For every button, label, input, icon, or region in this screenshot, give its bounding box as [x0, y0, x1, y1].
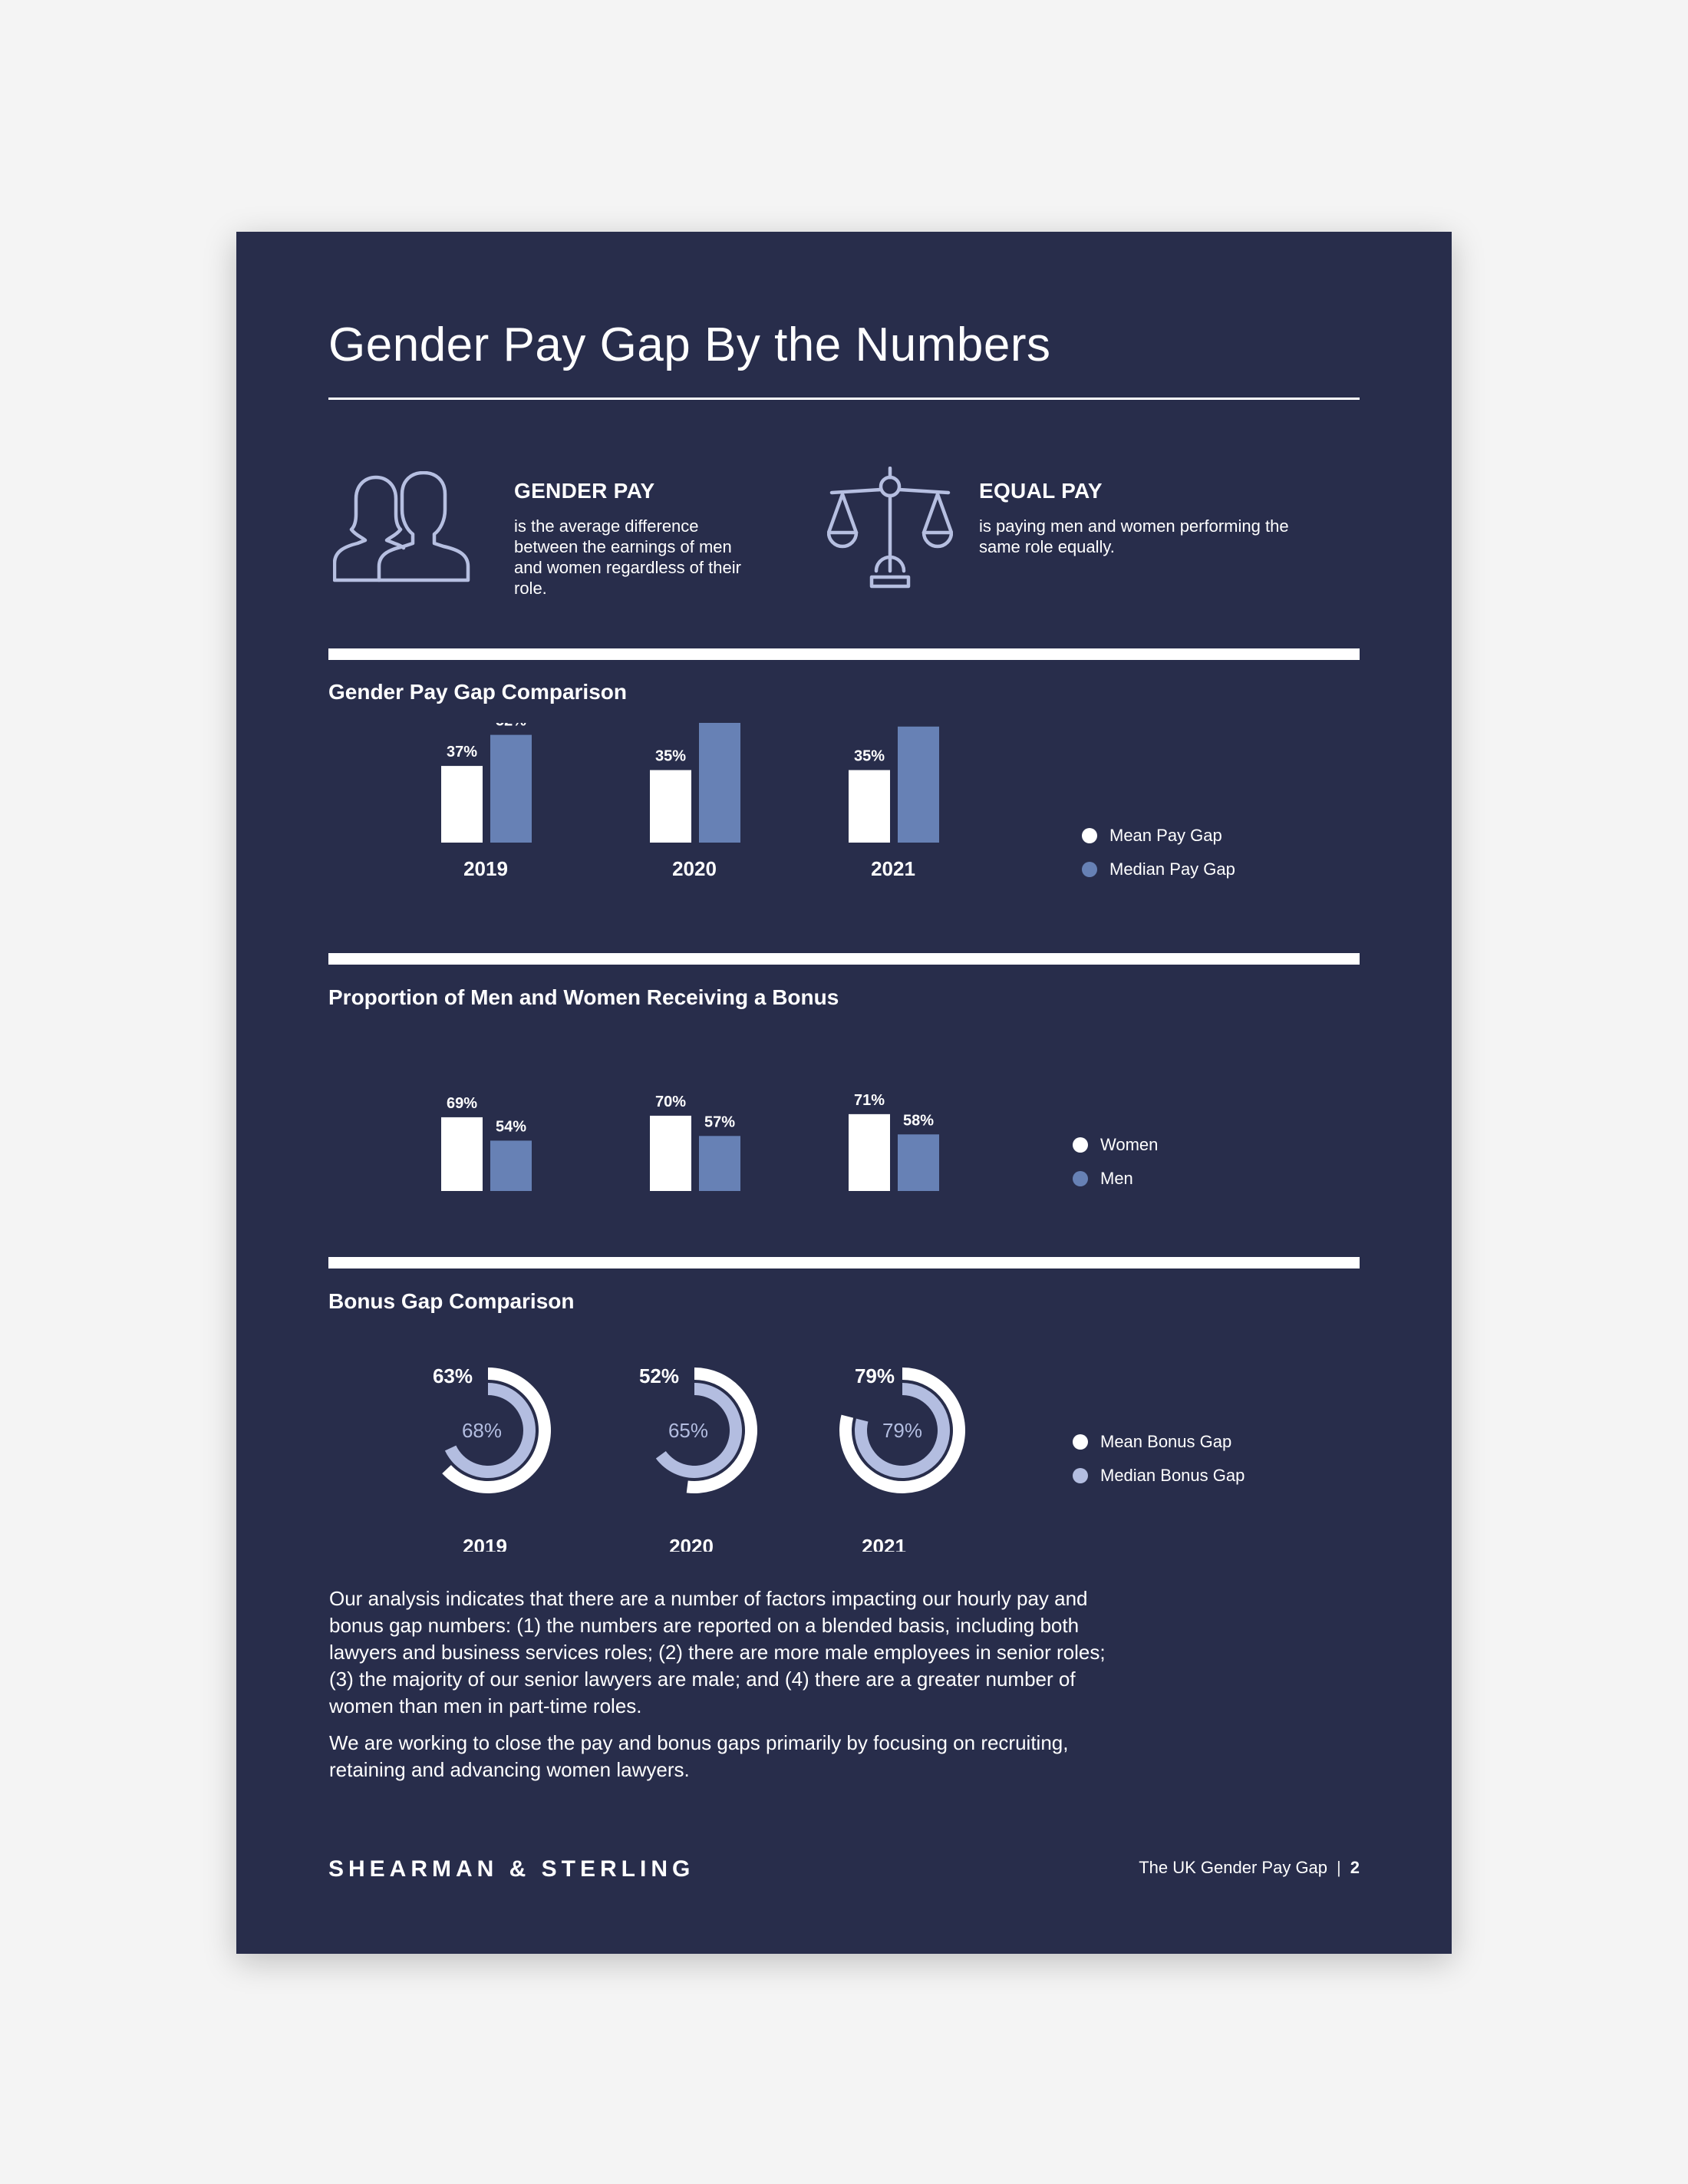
inner-value-label: 68%: [462, 1419, 502, 1442]
report-page: Gender Pay Gap By the Numbers GENDER PAY…: [236, 232, 1452, 1954]
bar-men-2021: [898, 1134, 939, 1191]
legend-mean-bonus-gap: Mean Bonus Gap: [1073, 1430, 1245, 1453]
gender-pay-heading: GENDER PAY: [514, 479, 655, 503]
section-divider: [328, 1257, 1360, 1269]
equal-pay-heading: EQUAL PAY: [979, 479, 1103, 503]
bar-women-2021: [849, 1113, 890, 1191]
year-label: 2019: [463, 857, 508, 876]
title-divider: [328, 398, 1360, 400]
legend-label: Median Pay Gap: [1109, 859, 1235, 879]
bar-mean-pay-gap-2021: [849, 770, 890, 843]
outer-value-label: 63%: [433, 1364, 473, 1387]
data-label: 54%: [496, 1118, 526, 1135]
data-label: 70%: [655, 1094, 686, 1110]
scales-icon: [826, 466, 954, 592]
bar-men-2020: [699, 1136, 740, 1191]
year-label: 2020: [672, 857, 717, 876]
data-label: 58%: [903, 1112, 934, 1129]
legend-men: Men: [1073, 1167, 1158, 1190]
bonus-gap-chart: 63% 68% 2019 52% 65% 2020 79% 79% 2021: [433, 1364, 965, 1552]
legend-median-bonus-gap: Median Bonus Gap: [1073, 1464, 1245, 1487]
legend-label: Mean Bonus Gap: [1100, 1432, 1232, 1451]
data-label: 35%: [854, 748, 885, 765]
data-label: 35%: [655, 748, 686, 765]
data-label: 69%: [447, 1095, 477, 1112]
legend-swatch-blue: [1082, 862, 1097, 877]
legend-women: Women: [1073, 1133, 1158, 1156]
legend-median-pay-gap: Median Pay Gap: [1082, 858, 1235, 881]
people-icon: [332, 470, 486, 586]
legend-swatch-lavender: [1073, 1468, 1088, 1483]
legend-mean-pay-gap: Mean Pay Gap: [1082, 824, 1235, 847]
pay-gap-section-title: Gender Pay Gap Comparison: [328, 680, 627, 704]
footer-doc-title: The UK Gender Pay Gap: [1139, 1858, 1328, 1877]
bonus-proportion-legend: Women Men: [1073, 1133, 1158, 1190]
legend-swatch-blue: [1073, 1171, 1088, 1186]
bonus-gap-section-title: Bonus Gap Comparison: [328, 1289, 575, 1313]
analysis-paragraph: Our analysis indicates that there are a …: [329, 1587, 1106, 1717]
section-divider: [328, 648, 1360, 660]
bar-men-2019: [490, 1140, 532, 1191]
legend-label: Median Bonus Gap: [1100, 1466, 1245, 1485]
year-label: 2021: [862, 1535, 906, 1552]
year-label: 2021: [871, 857, 915, 876]
page-footer: The UK Gender Pay Gap | 2: [1139, 1858, 1360, 1878]
legend-label: Mean Pay Gap: [1109, 826, 1222, 845]
year-label: 2019: [463, 1535, 507, 1552]
donut-outer-arc-2020: [686, 1367, 757, 1493]
equal-pay-description: is paying men and women performing the s…: [979, 516, 1289, 556]
inner-value-label: 79%: [882, 1419, 922, 1442]
bar-median-pay-gap-2020: [699, 723, 740, 843]
company-logo: SHEARMAN & STERLING: [328, 1856, 695, 1882]
bar-women-2019: [441, 1117, 483, 1191]
bar-median-pay-gap-2019: [490, 734, 532, 843]
bonus-gap-legend: Mean Bonus Gap Median Bonus Gap: [1073, 1430, 1245, 1487]
data-label: 37%: [447, 744, 477, 760]
bar-women-2020: [650, 1115, 691, 1191]
legend-swatch-white: [1082, 828, 1097, 843]
gender-pay-description: is the average difference between the ea…: [514, 516, 741, 598]
data-label: 57%: [704, 1113, 735, 1130]
outer-value-label: 52%: [639, 1364, 679, 1387]
closing-paragraph: We are working to close the pay and bonu…: [329, 1731, 1069, 1781]
bar-mean-pay-gap-2019: [441, 766, 483, 843]
legend-label: Women: [1100, 1135, 1159, 1154]
inner-value-label: 65%: [668, 1419, 708, 1442]
section-divider: [328, 953, 1360, 965]
bar-median-pay-gap-2021: [898, 726, 939, 843]
donut-outer-arc-2019: [442, 1367, 551, 1493]
data-label: 52%: [496, 723, 526, 730]
legend-label: Men: [1100, 1169, 1133, 1188]
page-number: 2: [1350, 1858, 1360, 1877]
footer-separator: |: [1337, 1858, 1341, 1877]
legend-swatch-white: [1073, 1434, 1088, 1450]
bonus-proportion-section-title: Proportion of Men and Women Receiving a …: [328, 985, 839, 1009]
bonus-proportion-chart: 69%54%201970%57%202071%58%2021: [441, 1092, 939, 1191]
data-label: 71%: [854, 1092, 885, 1109]
outer-value-label: 79%: [855, 1364, 895, 1387]
legend-swatch-white: [1073, 1137, 1088, 1153]
pay-gap-legend: Mean Pay Gap Median Pay Gap: [1082, 824, 1235, 881]
bar-mean-pay-gap-2020: [650, 770, 691, 843]
page-title: Gender Pay Gap By the Numbers: [328, 318, 1051, 371]
year-label: 2020: [669, 1535, 714, 1552]
